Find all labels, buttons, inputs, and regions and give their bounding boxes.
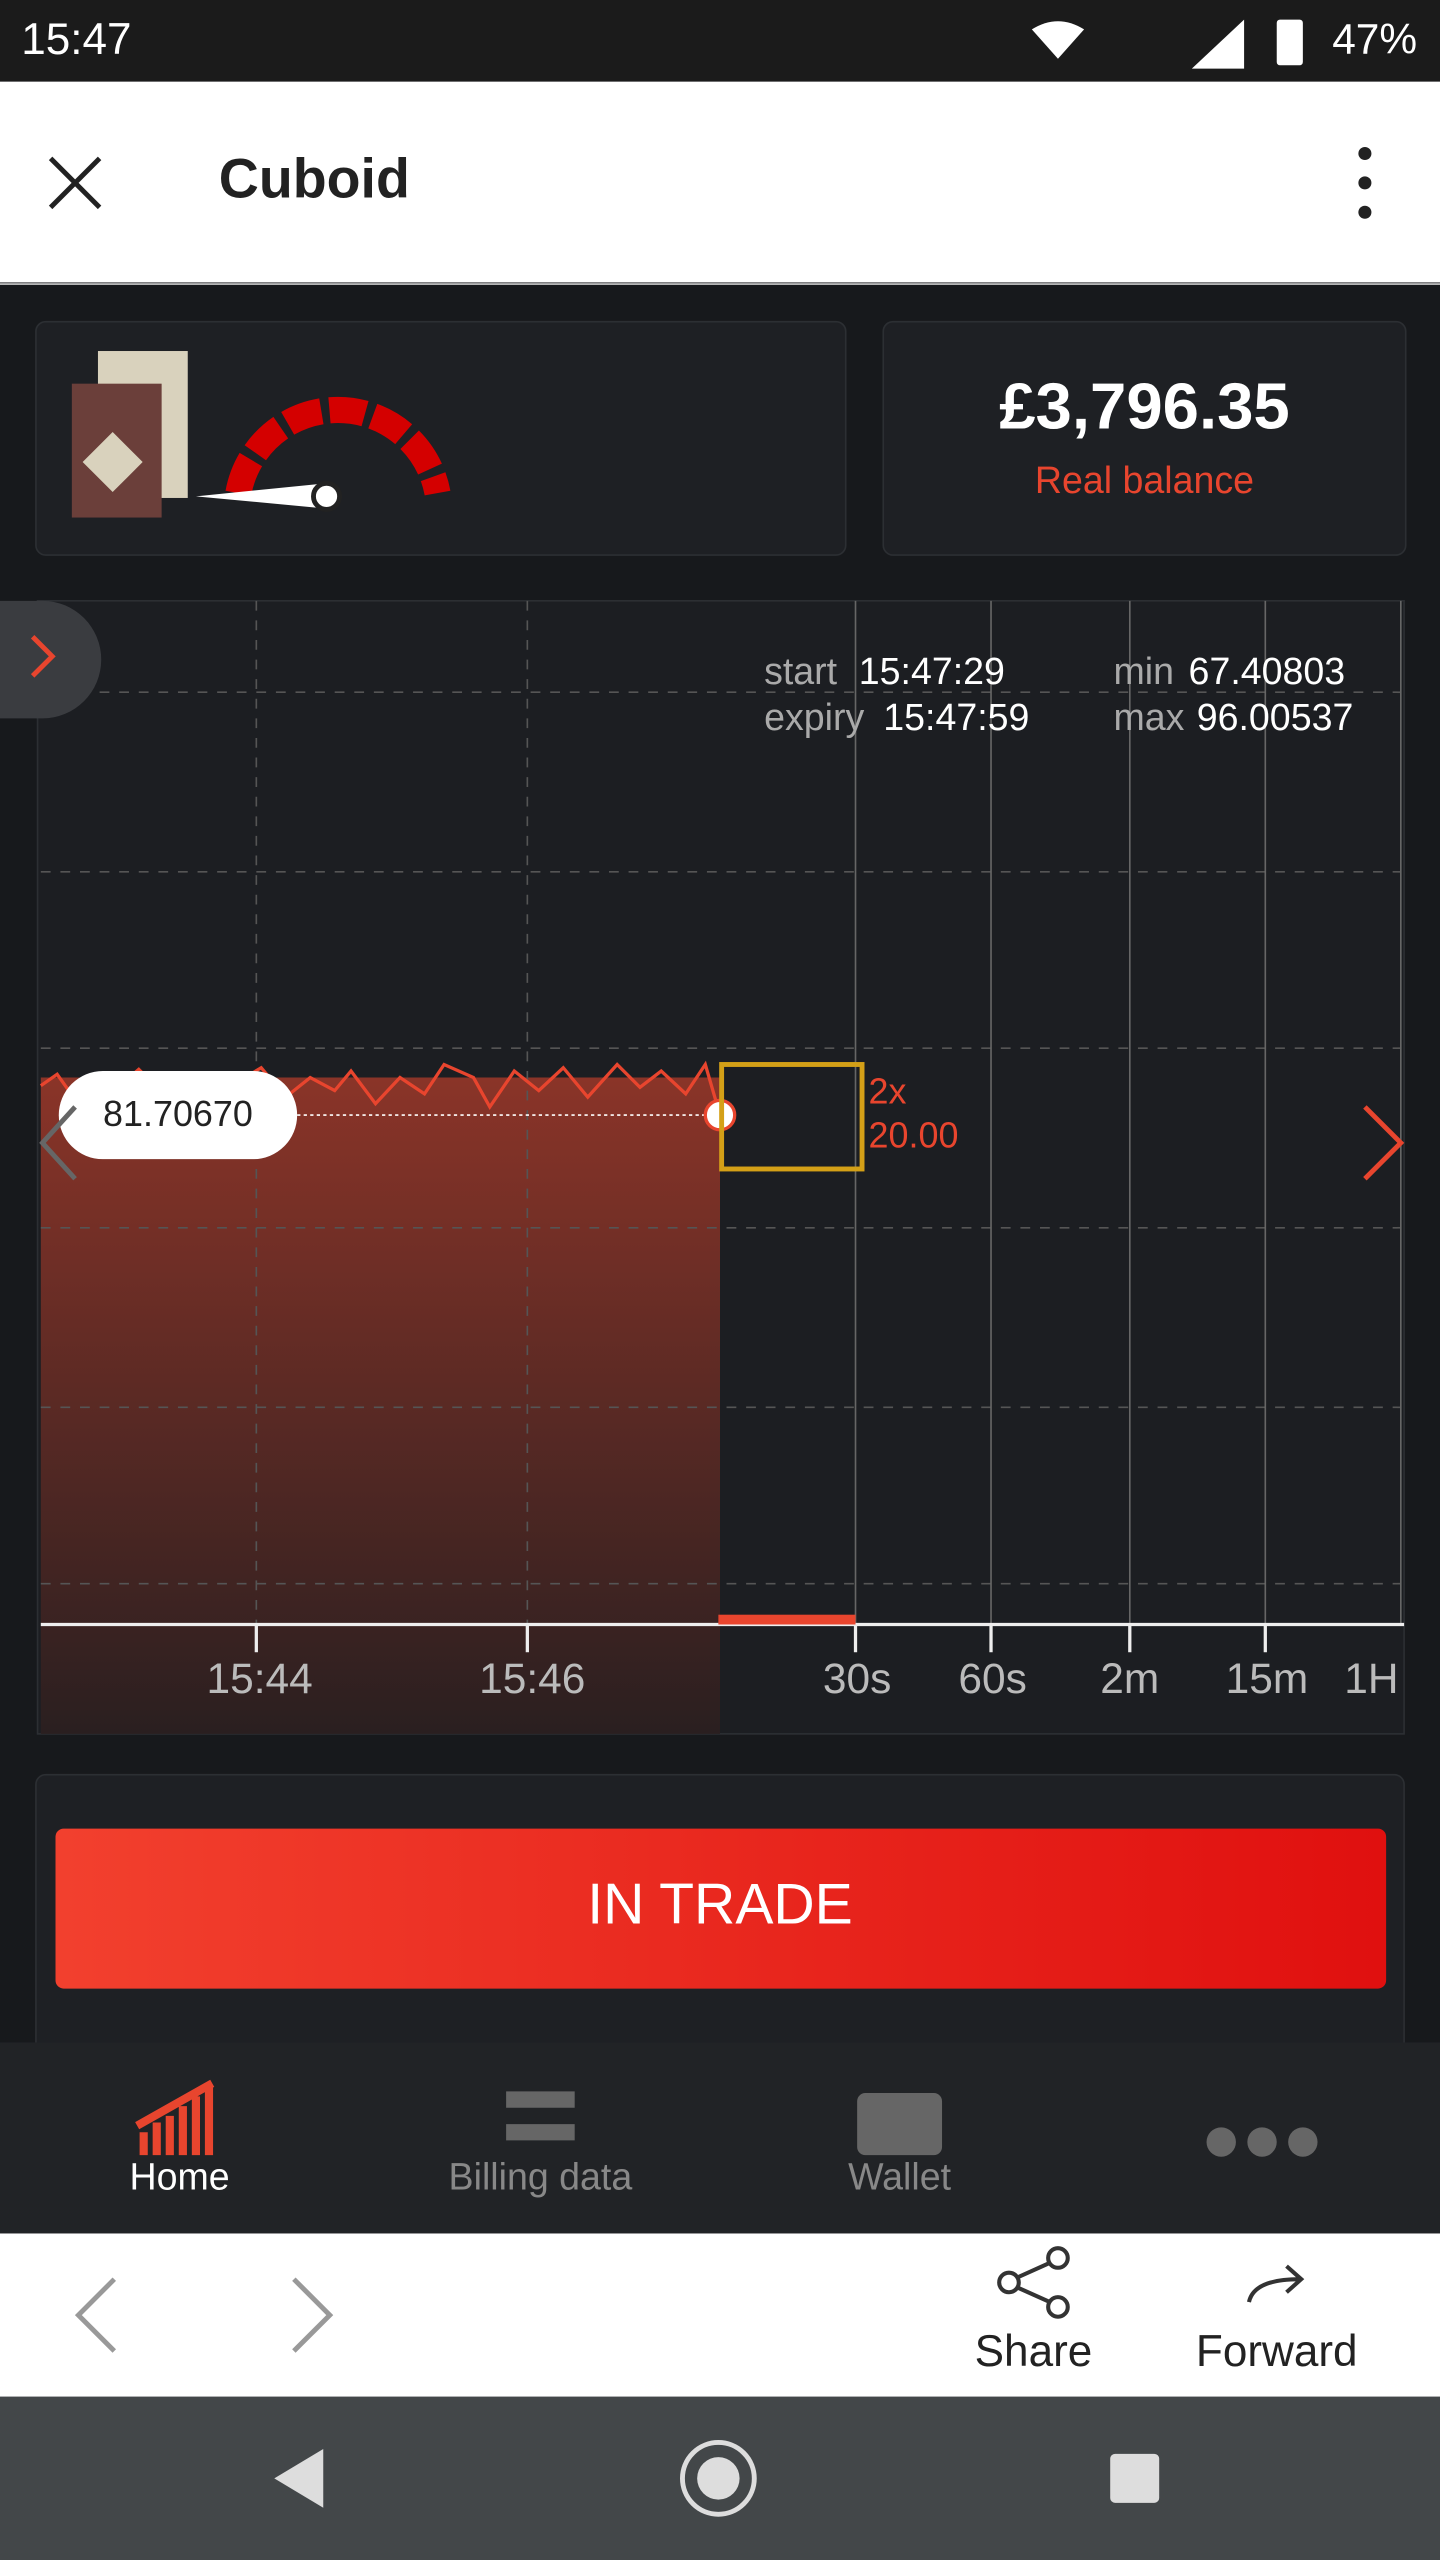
next-arrow[interactable] — [1363, 1105, 1405, 1181]
multiplier: 2x — [869, 1070, 907, 1111]
bottom-nav — [0, 2042, 1440, 2234]
asset-icon — [71, 351, 451, 518]
browser-bar — [0, 2233, 1440, 2397]
nav-home[interactable]: Home — [130, 2079, 230, 2198]
nav-label: Home — [130, 2156, 230, 2198]
balance-card — [882, 320, 1407, 556]
price-area — [40, 1077, 720, 1734]
start-label: start — [764, 650, 838, 692]
trade-button[interactable]: IN TRADE — [55, 1828, 1387, 1989]
max-label: max — [1113, 696, 1184, 738]
expiry-lines — [854, 600, 1402, 1625]
axis-ticks — [254, 1624, 1267, 1653]
trade-duration-bar — [718, 1614, 856, 1625]
time-label: 15:46 — [479, 1655, 585, 1702]
time-label[interactable]: 15m — [1226, 1655, 1309, 1702]
current-price: 81.70670 — [103, 1093, 253, 1134]
trade-box — [719, 1062, 865, 1172]
wifi-icon — [1031, 21, 1085, 59]
share-label: Share — [975, 2327, 1093, 2376]
trade-button-label: IN TRADE — [587, 1873, 853, 1937]
nav-label: Billing data — [449, 2156, 633, 2198]
forward-button[interactable]: Forward — [1196, 2264, 1358, 2376]
nav-wallet[interactable]: Wallet — [848, 2093, 952, 2198]
battery-level: 47% — [1332, 16, 1417, 63]
stake: 20.00 — [869, 1114, 959, 1155]
system-back[interactable] — [274, 2448, 324, 2508]
side-panel-toggle[interactable] — [0, 600, 102, 719]
time-label[interactable]: 1H — [1344, 1655, 1398, 1702]
time-label[interactable]: 60s — [958, 1655, 1026, 1702]
min-value: 67.40803 — [1189, 650, 1346, 692]
price-pill — [58, 1071, 298, 1160]
app-bar — [0, 81, 1440, 283]
share-button[interactable]: Share — [975, 2246, 1093, 2376]
nav-billing[interactable]: Billing data — [449, 2091, 633, 2198]
balance-amount: £3,796.35 — [999, 370, 1290, 443]
min-label: min — [1113, 650, 1174, 692]
browser-back[interactable] — [74, 2277, 117, 2353]
status-time: 15:47 — [21, 15, 131, 64]
start-time: 15:47:29 — [859, 650, 1005, 692]
system-home[interactable] — [680, 2440, 757, 2517]
time-label[interactable]: 2m — [1100, 1655, 1159, 1702]
forward-label: Forward — [1196, 2327, 1358, 2376]
balance-label: Real balance — [1035, 459, 1254, 501]
app-title: Cuboid — [219, 148, 410, 210]
expiry-time: 15:47:59 — [883, 696, 1029, 738]
browser-forward[interactable] — [292, 2277, 334, 2353]
close-button[interactable] — [48, 156, 102, 210]
nav-label: Wallet — [848, 2156, 951, 2198]
time-label: 15:44 — [206, 1655, 312, 1702]
nav-more[interactable] — [1206, 2127, 1318, 2157]
menu-button[interactable] — [1358, 146, 1372, 219]
prev-arrow[interactable] — [39, 1105, 77, 1181]
signal-icon — [1191, 19, 1245, 69]
time-label[interactable]: 30s — [823, 1655, 891, 1702]
battery-icon — [1276, 19, 1303, 66]
expiry-label: expiry — [764, 696, 864, 738]
system-recents[interactable] — [1110, 2453, 1160, 2503]
max-value: 96.00537 — [1197, 696, 1354, 738]
